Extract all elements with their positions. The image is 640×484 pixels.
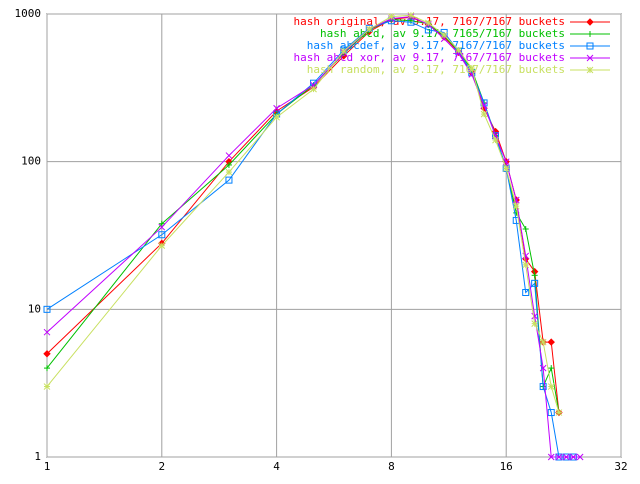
data-point	[158, 220, 165, 227]
data-point	[43, 383, 51, 390]
series-line	[46, 16, 560, 413]
legend-label: hash random, av 9.17, 7167/7167 buckets	[307, 63, 565, 76]
series-line	[46, 14, 560, 413]
legend-marker	[586, 66, 594, 74]
data-point	[407, 18, 415, 26]
legend-label: hash abcd xor, av 9.17, 7167/7167 bucket…	[293, 51, 565, 64]
data-point	[273, 104, 280, 112]
data-point	[225, 176, 233, 184]
data-point	[43, 350, 51, 358]
data-point	[388, 13, 395, 20]
legend-label: hash abcdef, av 9.17, 7167/7167 buckets	[307, 39, 565, 52]
data-point	[480, 110, 488, 118]
data-point	[43, 328, 51, 336]
data-point	[562, 453, 570, 461]
data-point	[522, 261, 530, 269]
data-point	[158, 223, 166, 231]
data-point	[531, 279, 539, 287]
x-tick-label: 4	[273, 460, 280, 473]
data-point	[539, 383, 547, 391]
data-point	[225, 161, 232, 168]
y-tick-label: 10	[28, 302, 41, 315]
data-point	[158, 231, 166, 239]
data-point	[425, 19, 432, 27]
legend-marker	[587, 31, 593, 37]
series-line	[46, 20, 574, 458]
data-point	[310, 85, 317, 93]
legend-marker	[586, 18, 594, 26]
legend-marker	[586, 42, 594, 50]
data-point	[273, 113, 280, 121]
data-point	[455, 46, 462, 54]
data-point	[531, 312, 539, 320]
data-point	[365, 25, 373, 33]
data-point	[555, 453, 563, 461]
data-point	[43, 305, 51, 313]
data-point	[424, 26, 432, 34]
data-point	[158, 242, 166, 249]
data-point	[468, 64, 476, 72]
data-point	[576, 453, 584, 461]
data-point	[555, 409, 563, 416]
data-point	[531, 320, 539, 327]
data-point	[492, 136, 499, 144]
data-point	[522, 289, 530, 297]
data-point	[548, 365, 555, 372]
x-tick-label: 32	[614, 460, 627, 473]
y-tick-label: 1000	[15, 7, 42, 20]
data-point	[539, 338, 547, 346]
data-point	[340, 47, 348, 55]
data-point	[407, 11, 415, 19]
data-point	[512, 202, 520, 210]
data-point	[570, 453, 577, 461]
data-point	[225, 152, 233, 159]
data-point	[531, 272, 538, 279]
data-point	[539, 364, 547, 372]
data-point	[502, 165, 510, 172]
y-tick-label: 1	[34, 450, 41, 463]
legend-marker	[586, 54, 594, 62]
data-point	[44, 365, 50, 372]
data-point	[547, 409, 555, 417]
x-tick-label: 16	[500, 460, 513, 473]
plot-frame	[46, 13, 622, 458]
data-point	[547, 453, 555, 461]
series-line	[46, 18, 560, 413]
y-tick-label: 100	[21, 155, 41, 168]
data-point	[522, 225, 529, 232]
x-tick-label: 2	[158, 460, 165, 473]
data-point	[225, 168, 233, 176]
x-tick-label: 1	[44, 460, 51, 473]
data-point	[440, 31, 448, 39]
data-point	[547, 383, 555, 390]
data-point	[547, 338, 555, 346]
x-tick-label: 8	[388, 460, 395, 473]
